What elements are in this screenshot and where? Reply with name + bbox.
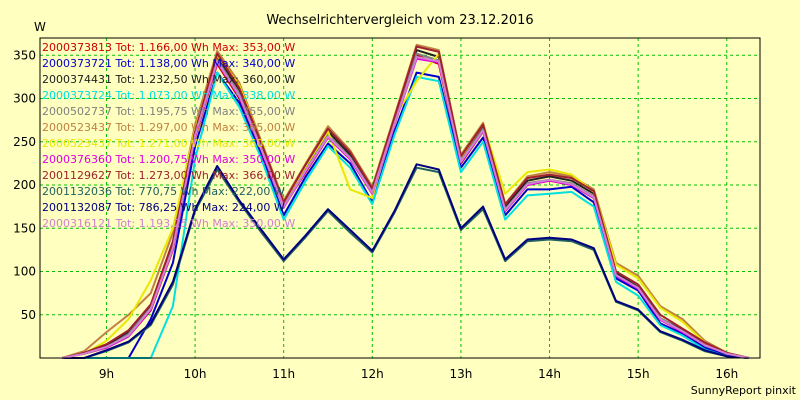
legend-entry-6: 2000523437 Tot: 1.297,00 Wh Max: 365,00 … <box>42 121 295 134</box>
legend-entry-8: 2000376360 Tot: 1.200,75 Wh Max: 350,00 … <box>42 153 295 166</box>
legend-entry-2: 2000373721 Tot: 1.138,00 Wh Max: 340,00 … <box>42 57 295 70</box>
footer-credit: SunnyReport pinxit <box>691 384 797 397</box>
x-tick-label: 13h <box>449 367 472 381</box>
series-line-9 <box>61 45 750 359</box>
x-tick-label: 16h <box>715 367 738 381</box>
legend-entry-9: 2001129627 Tot: 1.273,00 Wh Max: 366,00 … <box>42 169 295 182</box>
legend-entry-11: 2001132087 Tot: 786,25 Wh Max: 224,00 W <box>42 201 285 214</box>
x-tick-label: 10h <box>184 367 207 381</box>
series-line-7 <box>62 52 750 359</box>
x-tick-label: 15h <box>627 367 650 381</box>
y-tick-label: 350 <box>13 48 36 62</box>
x-tick-label: 14h <box>538 367 561 381</box>
series-line-12 <box>62 56 750 359</box>
series-line-4 <box>62 71 749 359</box>
series-line-2 <box>62 71 750 359</box>
y-tick-label: 50 <box>21 308 36 322</box>
legend-entry-3: 2000374431 Tot: 1.232,50 Wh Max: 360,00 … <box>42 73 295 86</box>
plot-border <box>39 37 761 359</box>
legend: 2000373813 Tot: 1.166,00 Wh Max: 353,00 … <box>42 41 295 230</box>
series-line-11 <box>62 163 749 359</box>
ticks: 50 100 150 200 250 300 350 9h 10h 11h 12h 13h 14h 15h… <box>13 48 738 381</box>
legend-entry-12: 2000316121 Tot: 1.193,25 Wh Max: 350,00 … <box>42 217 295 230</box>
legend-entry-1: 2000373813 Tot: 1.166,00 Wh Max: 353,00 … <box>42 41 295 54</box>
series-lines <box>61 43 750 359</box>
legend-entry-7: 2000523437 Tot: 1.271,00 Wh Max: 360,00 … <box>42 137 295 150</box>
x-tick-label: 12h <box>361 367 384 381</box>
chart-title: Wechselrichtervergleich vom 23.12.2016 <box>266 13 533 28</box>
y-tick-label: 150 <box>13 221 36 235</box>
axes <box>39 37 761 359</box>
y-tick-label: 300 <box>13 92 36 106</box>
legend-entry-10: 2001132036 Tot: 770,75 Wh Max: 222,00 W <box>42 185 285 198</box>
y-axis-label: W <box>34 20 46 34</box>
y-tick-label: 200 <box>13 178 36 192</box>
x-tick-label: 9h <box>99 367 114 381</box>
legend-entry-5: 2000502737 Tot: 1.195,75 Wh Max: 355,00 … <box>42 105 295 118</box>
x-tick-label: 11h <box>272 367 295 381</box>
y-tick-label: 100 <box>13 265 36 279</box>
y-tick-label: 250 <box>13 135 36 149</box>
legend-entry-4: 2000373724 Tot: 1.073,00 Wh Max: 338,00 … <box>42 89 295 102</box>
